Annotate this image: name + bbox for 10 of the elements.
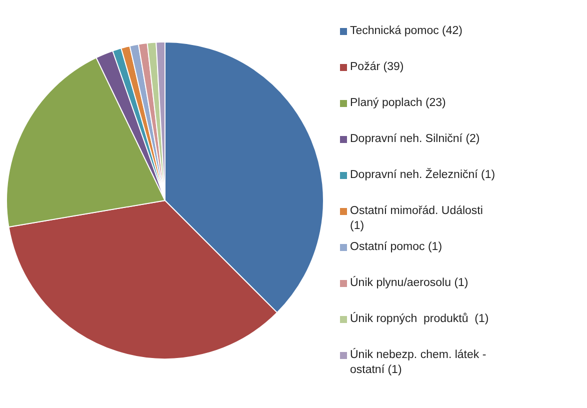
legend-label: Ostatní pomoc (1) xyxy=(350,240,442,255)
legend-label: Dopravní neh. Silniční (2) xyxy=(350,132,480,147)
legend-label: Ostatní mimořád. Události (1) xyxy=(350,204,484,234)
legend-label: Technická pomoc (42) xyxy=(350,24,462,39)
legend-label: Únik plynu/aerosolu (1) xyxy=(350,276,468,291)
legend-label: Únik nebezp. chem. látek - ostatní (1) xyxy=(350,348,488,378)
legend-label: Požár (39) xyxy=(350,60,404,75)
legend-label: Planý poplach (23) xyxy=(350,96,446,111)
legend-label: Únik ropných produktů (1) xyxy=(350,312,489,327)
legend-label: Dopravní neh. Železniční (1) xyxy=(350,168,496,183)
